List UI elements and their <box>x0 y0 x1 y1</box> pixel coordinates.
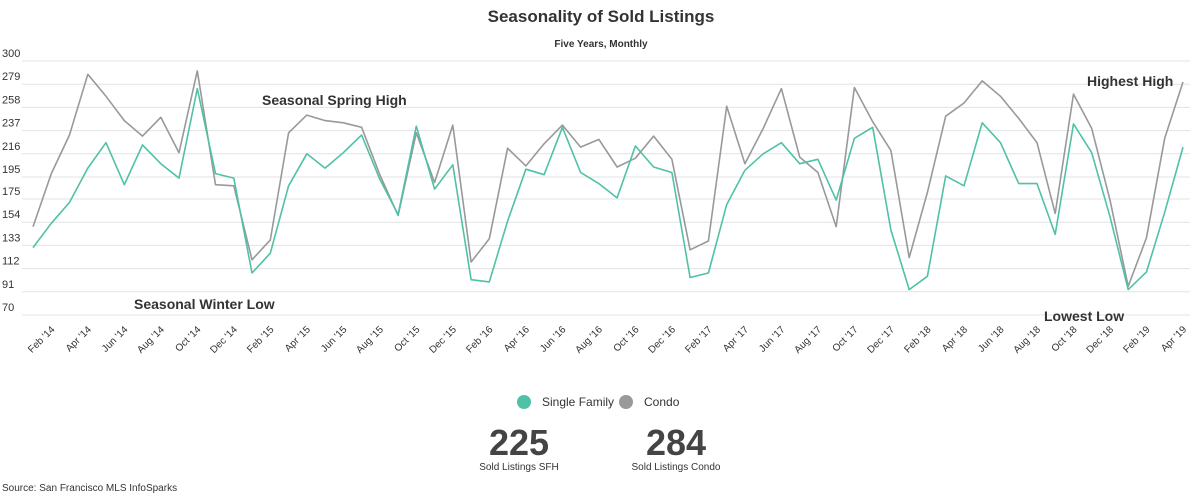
kpi-sfh-value: 225 <box>489 422 549 463</box>
x-tick-label: Apr '18 <box>940 324 970 354</box>
x-tick-label: Aug '15 <box>354 324 386 356</box>
x-tick-label: Oct '15 <box>392 324 422 354</box>
x-tick-label: Feb '15 <box>245 324 276 355</box>
legend-item-condo[interactable]: Condo <box>619 395 680 409</box>
x-tick-label: Jun '14 <box>100 324 131 355</box>
chart-title: Seasonality of Sold Listings <box>488 7 715 26</box>
y-tick-label: 70 <box>2 302 14 314</box>
x-tick-label: Dec '18 <box>1085 324 1117 356</box>
x-tick-label: Aug '17 <box>792 324 824 356</box>
x-tick-label: Jun '18 <box>976 324 1007 355</box>
kpi-condo: 284 Sold Listings Condo <box>632 422 721 473</box>
annotation-lowest-low: Lowest Low <box>1044 308 1124 324</box>
source-note: Source: San Francisco MLS InfoSparks <box>2 483 177 494</box>
legend-item-single-family[interactable]: Single Family <box>517 395 614 409</box>
y-tick-label: 175 <box>2 186 20 198</box>
series-line-single-family <box>32 87 1184 291</box>
y-tick-label: 91 <box>2 279 14 291</box>
x-tick-label: Dec '17 <box>866 324 898 356</box>
x-tick-label: Oct '18 <box>1050 324 1080 354</box>
x-tick-label: Feb '16 <box>464 324 495 355</box>
x-tick-label: Feb '18 <box>902 324 933 355</box>
x-tick-label: Jun '17 <box>757 324 788 355</box>
x-tick-label: Apr '15 <box>283 324 313 354</box>
legend: Single Family Condo <box>517 395 680 409</box>
x-tick-label: Feb '19 <box>1121 324 1152 355</box>
kpi-condo-label: Sold Listings Condo <box>632 462 721 473</box>
chart-subtitle: Five Years, Monthly <box>554 39 648 50</box>
y-tick-label: 216 <box>2 141 20 153</box>
x-tick-label: Dec '16 <box>646 324 678 356</box>
gridlines <box>22 60 1190 316</box>
kpi-condo-value: 284 <box>646 422 706 463</box>
legend-label-condo: Condo <box>644 395 680 409</box>
x-tick-label: Jun '15 <box>319 324 350 355</box>
legend-label-single-family: Single Family <box>542 395 614 409</box>
x-tick-label: Dec '15 <box>427 324 459 356</box>
y-axis: 70 91 112 133 154 175 195 216 237 258 279 300 <box>2 48 20 314</box>
x-tick-label: Aug '16 <box>573 324 605 356</box>
y-tick-label: 154 <box>2 209 20 221</box>
y-tick-label: 112 <box>2 256 20 268</box>
y-tick-label: 133 <box>2 232 20 244</box>
y-tick-label: 279 <box>2 71 20 83</box>
x-axis: Feb '14 Apr '14 Jun '14 Aug '14 Oct '14 Dec '… <box>26 324 1189 356</box>
x-tick-label: Aug '14 <box>135 324 167 356</box>
x-tick-label: Jun '16 <box>538 324 569 355</box>
x-tick-label: Apr '19 <box>1159 324 1189 354</box>
x-tick-label: Oct '14 <box>173 324 203 354</box>
x-tick-label: Oct '17 <box>831 324 861 354</box>
x-tick-label: Oct '16 <box>612 324 642 354</box>
x-tick-label: Dec '14 <box>208 324 240 356</box>
x-tick-label: Apr '14 <box>64 324 94 354</box>
series-line-condo <box>32 70 1184 288</box>
legend-swatch-single-family <box>517 395 531 409</box>
y-tick-label: 195 <box>2 164 20 176</box>
x-tick-label: Feb '14 <box>26 324 57 355</box>
kpi-sfh-label: Sold Listings SFH <box>479 462 558 473</box>
y-tick-label: 300 <box>2 48 20 60</box>
y-tick-label: 237 <box>2 118 20 130</box>
annotation-highest-high: Highest High <box>1087 73 1173 89</box>
series-lines <box>32 70 1184 291</box>
y-tick-label: 258 <box>2 94 20 106</box>
kpi-sfh: 225 Sold Listings SFH <box>479 422 558 473</box>
x-tick-label: Apr '17 <box>721 324 751 354</box>
legend-swatch-condo <box>619 395 633 409</box>
annotation-winter-low: Seasonal Winter Low <box>134 296 275 312</box>
annotation-spring-high: Seasonal Spring High <box>262 92 407 108</box>
x-tick-label: Aug '18 <box>1012 324 1044 356</box>
x-tick-label: Feb '17 <box>683 324 714 355</box>
x-tick-label: Apr '16 <box>502 324 532 354</box>
